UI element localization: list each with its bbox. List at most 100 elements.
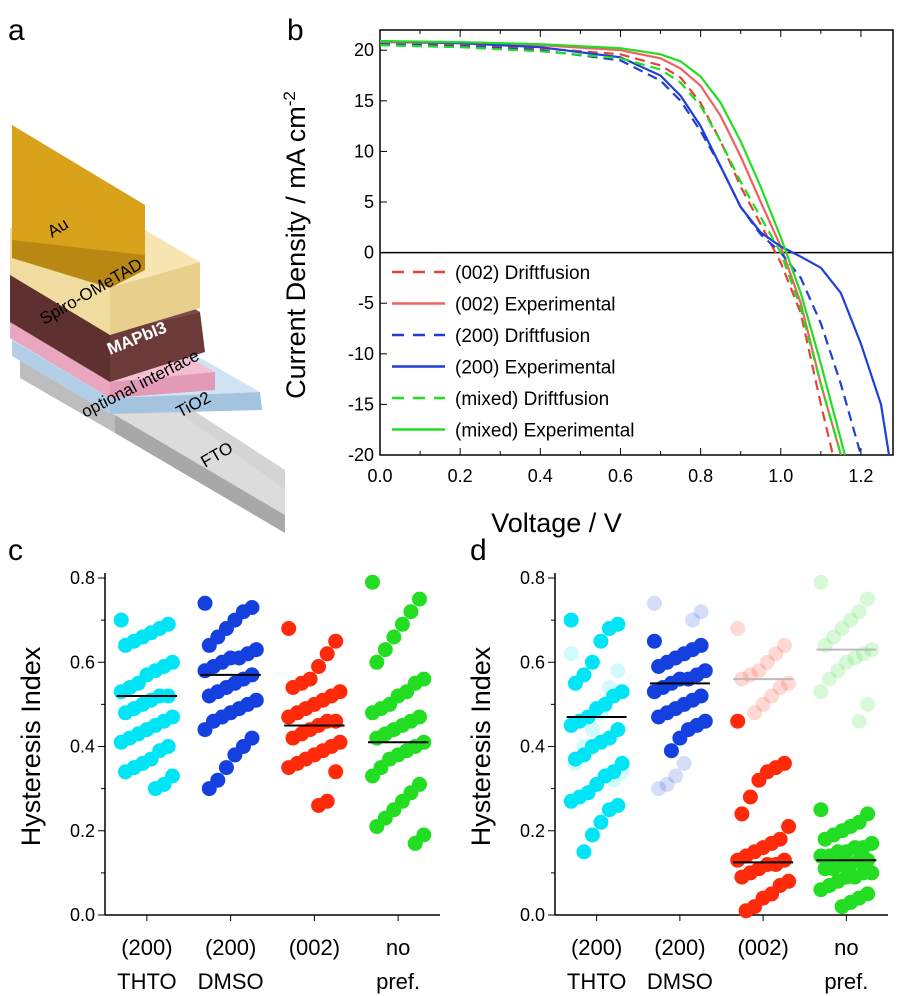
mapbi-side: [110, 312, 205, 382]
data-point: [813, 684, 829, 700]
data-point: [781, 819, 797, 834]
data-point: [369, 654, 385, 670]
data-point: [685, 612, 701, 628]
x-tick-label: 0.2: [448, 466, 473, 486]
legend-entry: (002) Driftfusion: [455, 263, 590, 284]
fto-top-right: [115, 392, 285, 515]
hysteresis-chart-d: 0.8 0.6 0.4 0.2 0.0 Hysteresis Index (200) THTO…: [466, 568, 888, 994]
data-point: [742, 789, 758, 805]
data-point: [830, 663, 846, 679]
y-tick-label: 0: [364, 243, 374, 263]
data-point: [738, 903, 754, 919]
data-point: [663, 743, 679, 759]
data-point: [407, 835, 423, 851]
data-point: [730, 852, 746, 868]
data-point: [826, 629, 842, 645]
data-point: [394, 616, 410, 632]
data-point: [646, 684, 662, 700]
data-point: [563, 646, 579, 662]
category-label-top: no: [834, 935, 858, 960]
data-point: [593, 633, 609, 649]
panel-label-c: c: [8, 534, 23, 567]
interface-front: [10, 322, 110, 398]
data-point: [821, 671, 837, 687]
interface-side: [110, 372, 215, 398]
series-line: [379, 40, 846, 456]
au-side: [12, 240, 145, 288]
data-point: [860, 696, 876, 712]
data-point: [369, 730, 385, 746]
data-point: [113, 734, 129, 750]
data-point: [672, 730, 688, 746]
data-point: [365, 574, 380, 590]
y-tick-label: -15: [348, 394, 374, 414]
jv-curve-chart: 0.0 0.2 0.4 0.6 0.8 1.0 1.2 20 15 10 5 0 -5 -10 -15 -20…: [280, 29, 894, 538]
data-point: [730, 713, 746, 729]
y-tick-label: 0.2: [70, 821, 95, 841]
x-tick-label: 1.2: [848, 466, 873, 486]
data-point: [285, 730, 301, 746]
data-point: [369, 819, 385, 834]
panel-label-b: b: [287, 14, 304, 47]
x-tick-label: 1.0: [768, 466, 793, 486]
data-point: [328, 633, 344, 649]
data-point: [813, 848, 829, 864]
data-point: [197, 722, 213, 738]
data-point: [834, 621, 850, 636]
data-point: [646, 633, 662, 649]
device-stack-diagram: Au Spiro-OMeTAD MAPbI3 optional interfac…: [10, 125, 285, 533]
data-point: [776, 637, 792, 653]
data-point: [751, 772, 767, 788]
data-point: [197, 595, 213, 611]
data-point: [563, 717, 579, 733]
data-point: [813, 802, 829, 818]
panel-label-a: a: [8, 14, 25, 47]
legend-entry: (200) Driftfusion: [455, 326, 590, 347]
y-tick-label: -10: [348, 344, 374, 364]
panel-label-d: d: [470, 534, 487, 567]
x-tick-label: 0.6: [608, 466, 633, 486]
data-point: [386, 629, 402, 645]
y-tick-label: -5: [358, 293, 374, 313]
legend-entry: (mixed) Experimental: [455, 421, 635, 442]
data-point: [311, 798, 327, 813]
y-tick-label: 10: [354, 141, 374, 161]
data-point: [118, 705, 133, 721]
data-point: [118, 764, 133, 780]
data-point: [311, 659, 327, 674]
fto-side: [115, 415, 285, 533]
data-point: [412, 591, 427, 607]
data-point: [734, 806, 750, 822]
category-label-bottom: pref.: [376, 969, 420, 994]
y-axis-label-superscript: -2: [280, 91, 299, 106]
data-point: [693, 604, 709, 620]
y-tick-label: 20: [354, 40, 374, 60]
data-point: [838, 654, 854, 670]
category-label-top: (200): [205, 935, 256, 960]
data-point: [751, 663, 767, 679]
category-label-top: (200): [654, 935, 705, 960]
data-point: [584, 722, 600, 738]
data-point: [118, 637, 133, 653]
data-point: [584, 827, 600, 843]
data-point: [764, 688, 780, 704]
tio2-front: [12, 340, 110, 414]
data-point: [147, 781, 163, 797]
y-tick-label: 0.2: [520, 821, 545, 841]
x-tick-label: 0.4: [528, 466, 553, 486]
data-point: [834, 899, 850, 915]
data-point: [281, 709, 297, 725]
data-point: [567, 675, 583, 691]
data-point: [610, 663, 626, 679]
data-point: [365, 705, 380, 721]
data-point: [576, 844, 592, 860]
data-point: [668, 768, 684, 784]
category-label-top: (200): [571, 935, 622, 960]
data-point: [563, 612, 579, 628]
data-point: [730, 621, 746, 636]
plot-frame: [379, 29, 894, 456]
category-label-top: (200): [121, 935, 172, 960]
category-label-bottom: DMSO: [647, 969, 713, 994]
data-point: [860, 591, 876, 607]
